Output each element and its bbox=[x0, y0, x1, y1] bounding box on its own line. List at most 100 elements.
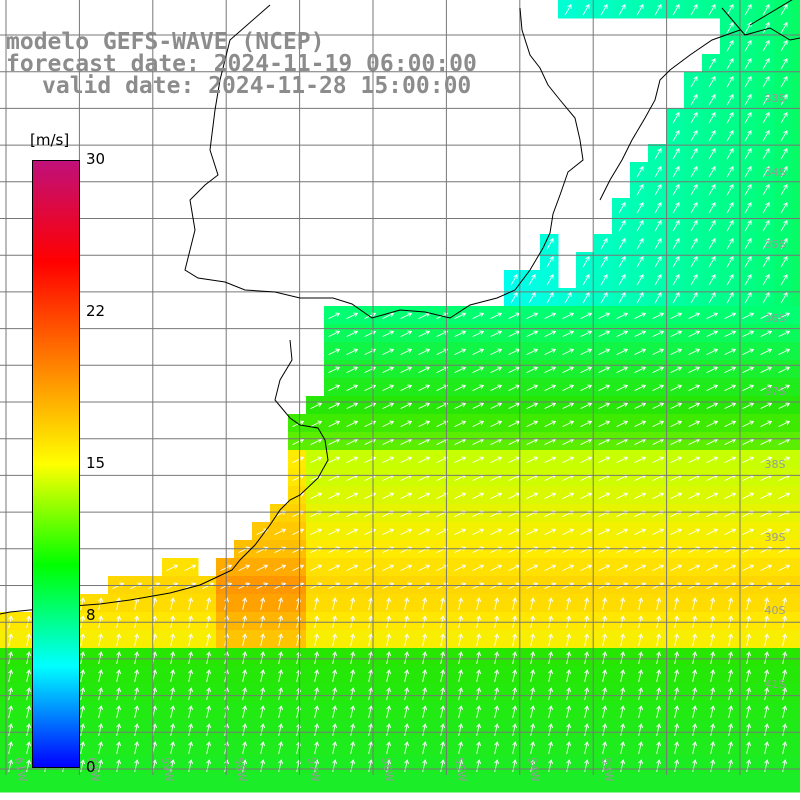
latitude-label: 39S bbox=[765, 531, 786, 544]
wind-cell bbox=[666, 396, 685, 415]
wind-cell bbox=[630, 648, 649, 667]
wind-cell bbox=[774, 774, 793, 793]
wind-arrow bbox=[744, 238, 752, 250]
wind-arrow bbox=[490, 564, 503, 572]
wind-cell bbox=[720, 648, 739, 667]
wind-cell bbox=[396, 756, 415, 775]
wind-cell bbox=[522, 288, 541, 307]
wind-arrow bbox=[116, 759, 122, 772]
wind-arrow bbox=[764, 705, 770, 718]
wind-arrow bbox=[404, 723, 410, 736]
wind-arrow bbox=[580, 330, 593, 338]
wind-arrow bbox=[260, 723, 266, 736]
wind-cell bbox=[756, 108, 775, 127]
wind-arrow bbox=[328, 384, 341, 392]
wind-arrow bbox=[26, 741, 32, 754]
wind-cell bbox=[792, 648, 800, 667]
wind-arrow bbox=[490, 330, 503, 338]
wind-cell bbox=[594, 774, 613, 793]
wind-arrow bbox=[314, 705, 320, 718]
wind-cell bbox=[558, 612, 577, 631]
wind-cell bbox=[450, 738, 469, 757]
wind-cell bbox=[0, 774, 19, 793]
wind-arrow bbox=[674, 651, 680, 664]
wind-cell bbox=[342, 324, 361, 343]
wind-arrow bbox=[760, 312, 773, 320]
wind-cell bbox=[198, 666, 217, 685]
wind-arrow bbox=[544, 330, 557, 338]
wind-arrow bbox=[476, 669, 482, 682]
wind-cell bbox=[630, 684, 649, 703]
wind-arrow bbox=[726, 112, 734, 124]
wind-arrow bbox=[458, 705, 464, 718]
wind-arrow bbox=[782, 633, 788, 646]
wind-arrow bbox=[652, 564, 665, 572]
wind-cell bbox=[324, 774, 343, 793]
wind-cell bbox=[666, 558, 685, 577]
wind-cell bbox=[306, 504, 325, 523]
wind-cell bbox=[360, 594, 379, 613]
wind-cell bbox=[234, 630, 253, 649]
wind-cell bbox=[198, 648, 217, 667]
wind-cell bbox=[630, 198, 649, 217]
wind-arrow bbox=[762, 220, 770, 232]
wind-cell bbox=[432, 738, 451, 757]
wind-cell bbox=[738, 126, 757, 145]
wind-arrow bbox=[706, 546, 719, 554]
wind-arrow bbox=[400, 348, 413, 356]
wind-arrow bbox=[98, 651, 104, 664]
wind-arrow bbox=[726, 76, 734, 88]
wind-cell bbox=[396, 666, 415, 685]
wind-cell bbox=[738, 360, 757, 379]
latitude-label: 38S bbox=[765, 458, 786, 471]
wind-cell bbox=[702, 558, 721, 577]
wind-cell bbox=[360, 666, 379, 685]
wind-cell bbox=[594, 0, 613, 19]
wind-arrow bbox=[760, 456, 773, 464]
wind-cell bbox=[756, 702, 775, 721]
wind-cell bbox=[342, 522, 361, 541]
wind-cell bbox=[234, 612, 253, 631]
wind-cell bbox=[162, 666, 181, 685]
wind-arrow bbox=[620, 597, 626, 610]
wind-cell bbox=[378, 648, 397, 667]
wind-cell bbox=[594, 396, 613, 415]
wind-cell bbox=[666, 0, 685, 19]
wind-arrow bbox=[422, 759, 428, 772]
wind-cell bbox=[756, 198, 775, 217]
wind-cell bbox=[666, 648, 685, 667]
wind-cell bbox=[414, 630, 433, 649]
wind-cell bbox=[612, 360, 631, 379]
wind-cell bbox=[738, 252, 757, 271]
wind-cell bbox=[360, 720, 379, 739]
wind-cell bbox=[252, 756, 271, 775]
wind-cell bbox=[576, 306, 595, 325]
wind-arrow bbox=[724, 366, 737, 374]
wind-cell bbox=[432, 468, 451, 487]
wind-arrow bbox=[620, 741, 626, 754]
wind-arrow bbox=[580, 420, 593, 428]
wind-cell bbox=[702, 684, 721, 703]
wind-arrow bbox=[724, 492, 737, 500]
wind-cell bbox=[666, 522, 685, 541]
wind-cell bbox=[396, 504, 415, 523]
wind-cell bbox=[342, 306, 361, 325]
wind-arrow bbox=[652, 330, 665, 338]
wind-cell bbox=[378, 306, 397, 325]
wind-arrow bbox=[672, 4, 680, 16]
wind-cell bbox=[360, 360, 379, 379]
wind-arrow bbox=[400, 546, 413, 554]
wind-cell bbox=[0, 612, 19, 631]
wind-cell bbox=[648, 396, 667, 415]
wind-cell bbox=[0, 648, 19, 667]
wind-cell bbox=[396, 720, 415, 739]
wind-cell bbox=[756, 594, 775, 613]
wind-cell bbox=[468, 306, 487, 325]
wind-cell bbox=[630, 612, 649, 631]
wind-cell bbox=[702, 270, 721, 289]
wind-cell bbox=[540, 612, 559, 631]
wind-arrow bbox=[206, 705, 212, 718]
wind-cell bbox=[324, 594, 343, 613]
wind-arrow bbox=[636, 292, 644, 304]
wind-arrow bbox=[780, 184, 788, 196]
